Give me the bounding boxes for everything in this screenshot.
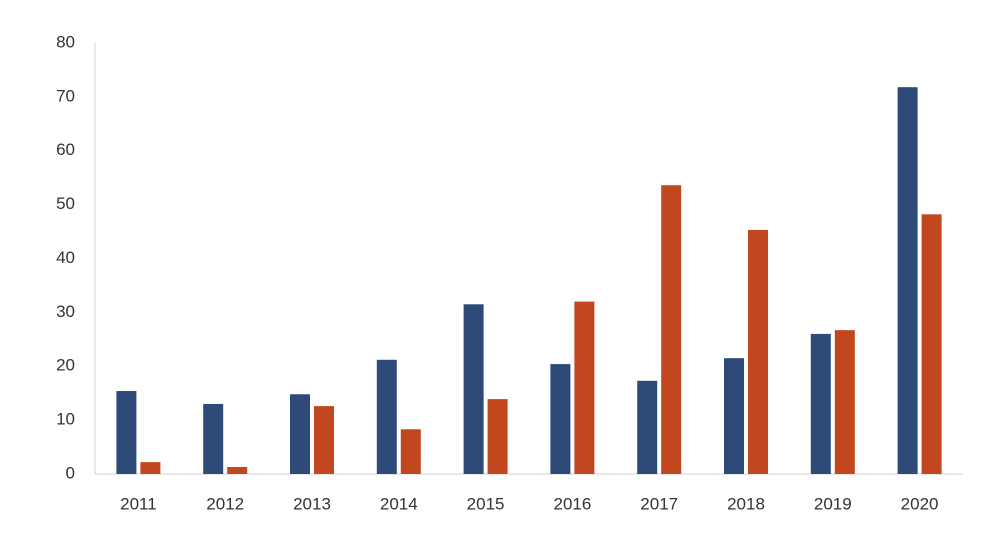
bar	[897, 87, 918, 475]
x-tick-label: 2015	[467, 494, 505, 513]
bar	[661, 185, 682, 475]
bar	[227, 466, 248, 474]
bar	[290, 394, 310, 474]
bar	[834, 330, 855, 474]
y-tick-label: 40	[56, 248, 75, 267]
x-tick-label: 2013	[293, 494, 331, 513]
bar	[463, 304, 484, 474]
y-tick-label: 50	[56, 194, 75, 213]
y-tick-label: 20	[56, 356, 75, 375]
x-tick-label: 2017	[640, 494, 678, 513]
y-tick-label: 80	[56, 32, 75, 51]
bar	[487, 399, 508, 474]
y-tick-label: 60	[56, 140, 75, 159]
bar	[921, 214, 942, 474]
bar	[400, 429, 421, 474]
x-tick-label: 2018	[727, 494, 765, 513]
bar	[376, 359, 397, 474]
x-tick-label: 2011	[120, 494, 157, 513]
x-tick-label: 2020	[901, 494, 939, 513]
bar	[203, 403, 224, 474]
y-tick-label: 70	[56, 86, 75, 105]
bar	[574, 301, 595, 474]
y-tick-label: 10	[56, 410, 75, 429]
bar	[140, 462, 161, 474]
x-tick-label: 2016	[553, 494, 591, 513]
bar	[116, 391, 137, 474]
bar	[748, 229, 768, 474]
y-tick-label: 30	[56, 302, 75, 321]
x-tick-label: 2014	[380, 494, 418, 513]
bar	[550, 364, 571, 474]
x-tick-label: 2019	[814, 494, 852, 513]
x-tick-label: 2012	[206, 494, 244, 513]
y-tick-label: 0	[66, 463, 75, 482]
bar	[637, 380, 658, 474]
bar	[724, 358, 744, 474]
bar	[314, 406, 334, 474]
bar	[810, 333, 831, 474]
